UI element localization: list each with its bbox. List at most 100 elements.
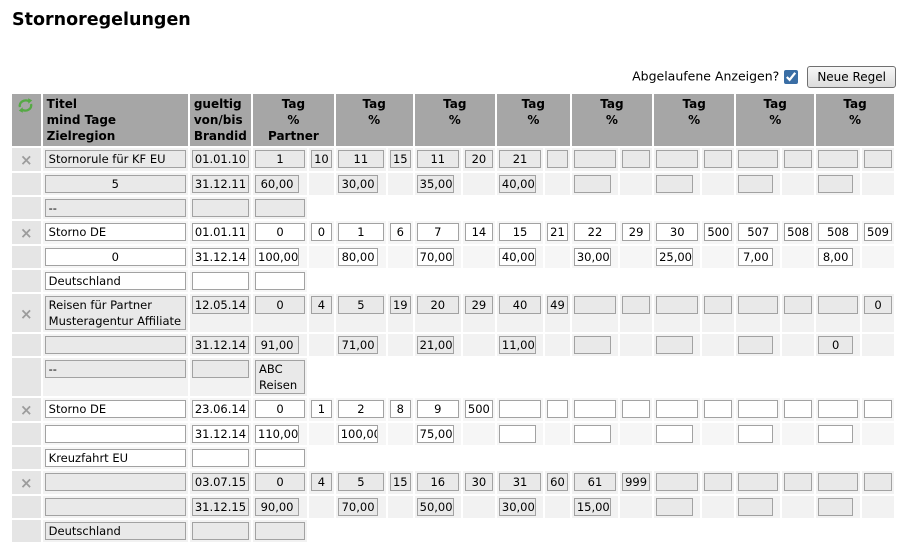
prozent-input[interactable]: 11,00 [498, 336, 537, 354]
tag-von-input[interactable] [656, 296, 699, 314]
prozent-input[interactable]: 80,00 [337, 248, 379, 266]
tag-bis-input[interactable] [784, 400, 813, 418]
tag-bis-input[interactable] [784, 296, 813, 314]
tag-von-input[interactable] [818, 400, 858, 418]
tag-von-input[interactable] [573, 150, 617, 168]
prozent-input[interactable]: 70,00 [416, 248, 454, 266]
prozent-input[interactable]: 30,00 [337, 175, 379, 193]
prozent-input[interactable]: 15,00 [573, 498, 612, 516]
tag-bis-input[interactable]: 60 [547, 473, 568, 491]
prozent-input[interactable]: 40,00 [498, 248, 537, 266]
prozent-input[interactable]: 8,00 [818, 248, 854, 266]
gueltig-bis-input[interactable]: 31.12.11 [191, 175, 250, 193]
zielregion-input[interactable]: -- [44, 199, 186, 217]
tag-von-input[interactable] [573, 296, 617, 314]
tag-von-input[interactable]: 1 [255, 150, 306, 168]
expired-checkbox[interactable] [784, 69, 799, 84]
tag-bis-input[interactable]: 49 [547, 296, 568, 314]
tag-von-input[interactable]: 2 [337, 400, 384, 418]
tag-bis-input[interactable]: 999 [622, 473, 651, 491]
tag-von-input[interactable]: 16 [416, 473, 459, 491]
tag-von-input[interactable]: 61 [573, 473, 617, 491]
partner-input[interactable]: ABC Reisen [255, 360, 306, 394]
prozent-input[interactable]: 30,00 [498, 498, 537, 516]
tag-von-input[interactable]: 21 [498, 150, 542, 168]
prozent-input[interactable] [738, 336, 774, 354]
tag-von-input[interactable]: 15 [498, 223, 542, 241]
tag-von-input[interactable]: 7 [416, 223, 459, 241]
prozent-input[interactable] [573, 175, 612, 193]
tag-von-input[interactable]: 0 [255, 296, 306, 314]
tag-bis-input[interactable]: 10 [311, 150, 332, 168]
tag-bis-input[interactable] [704, 150, 733, 168]
prozent-input[interactable]: 71,00 [337, 336, 379, 354]
tag-von-input[interactable] [656, 400, 699, 418]
prozent-input[interactable]: 7,00 [738, 248, 774, 266]
partner-input[interactable] [255, 199, 306, 217]
refresh-icon[interactable] [16, 97, 37, 114]
prozent-input[interactable] [498, 425, 537, 443]
tag-von-input[interactable] [738, 400, 779, 418]
tag-von-input[interactable]: 40 [498, 296, 542, 314]
mind-tage-input[interactable] [44, 498, 186, 516]
tag-bis-input[interactable] [547, 150, 568, 168]
tag-bis-input[interactable] [863, 473, 892, 491]
tag-von-input[interactable]: 11 [416, 150, 459, 168]
tag-bis-input[interactable]: 8 [389, 400, 411, 418]
mind-tage-input[interactable] [44, 425, 186, 443]
tag-bis-input[interactable] [622, 296, 651, 314]
gueltig-bis-input[interactable]: 31.12.14 [191, 425, 250, 443]
prozent-input[interactable]: 21,00 [416, 336, 454, 354]
new-rule-button[interactable]: Neue Regel [807, 65, 896, 88]
delete-rule-icon[interactable]: × [20, 401, 33, 419]
gueltig-bis-input[interactable]: 31.12.14 [191, 336, 250, 354]
zielregion-input[interactable]: Kreuzfahrt EU [44, 449, 186, 467]
tag-von-input[interactable]: 30 [656, 223, 699, 241]
tag-von-input[interactable]: 5 [337, 473, 384, 491]
tag-bis-input[interactable] [547, 400, 568, 418]
delete-rule-icon[interactable]: × [20, 304, 33, 323]
prozent-input[interactable] [573, 336, 612, 354]
tag-bis-input[interactable] [704, 473, 733, 491]
tag-von-input[interactable] [818, 473, 858, 491]
prozent-input[interactable]: 25,00 [656, 248, 694, 266]
brandid-input[interactable] [191, 449, 250, 467]
prozent-input[interactable]: 90,00 [255, 498, 300, 516]
mind-tage-input[interactable] [44, 336, 186, 354]
tag-bis-input[interactable]: 20 [464, 150, 493, 168]
zielregion-input[interactable]: Deutschland [44, 272, 186, 290]
tag-bis-input[interactable] [704, 400, 733, 418]
prozent-input[interactable]: 50,00 [416, 498, 454, 516]
tag-bis-input[interactable]: 30 [464, 473, 493, 491]
tag-von-input[interactable] [738, 296, 779, 314]
gueltig-bis-input[interactable]: 31.12.15 [191, 498, 250, 516]
tag-von-input[interactable]: 31 [498, 473, 542, 491]
tag-bis-input[interactable] [622, 150, 651, 168]
prozent-input[interactable]: 100,00 [337, 425, 379, 443]
prozent-input[interactable]: 30,00 [573, 248, 612, 266]
title-input[interactable]: Reisen für Partner Musteragentur Affilia… [44, 296, 186, 330]
tag-bis-input[interactable]: 0 [311, 223, 332, 241]
prozent-input[interactable]: 40,00 [498, 175, 537, 193]
tag-von-input[interactable] [573, 400, 617, 418]
tag-bis-input[interactable] [622, 400, 651, 418]
brandid-input[interactable] [191, 199, 250, 217]
prozent-input[interactable] [818, 175, 854, 193]
partner-input[interactable] [255, 272, 306, 290]
prozent-input[interactable] [656, 425, 694, 443]
tag-von-input[interactable]: 9 [416, 400, 459, 418]
tag-von-input[interactable]: 507 [738, 223, 779, 241]
tag-bis-input[interactable]: 15 [389, 473, 411, 491]
gueltig-von-input[interactable]: 01.01.11 [191, 223, 250, 241]
tag-bis-input[interactable]: 508 [784, 223, 813, 241]
brandid-input[interactable] [191, 272, 250, 290]
mind-tage-input[interactable]: 5 [44, 175, 186, 193]
tag-bis-input[interactable]: 6 [389, 223, 411, 241]
tag-bis-input[interactable] [704, 296, 733, 314]
tag-von-input[interactable]: 22 [573, 223, 617, 241]
partner-input[interactable] [255, 449, 306, 467]
tag-bis-input[interactable]: 29 [464, 296, 493, 314]
tag-von-input[interactable] [738, 473, 779, 491]
tag-bis-input[interactable]: 29 [622, 223, 651, 241]
prozent-input[interactable]: 35,00 [416, 175, 454, 193]
